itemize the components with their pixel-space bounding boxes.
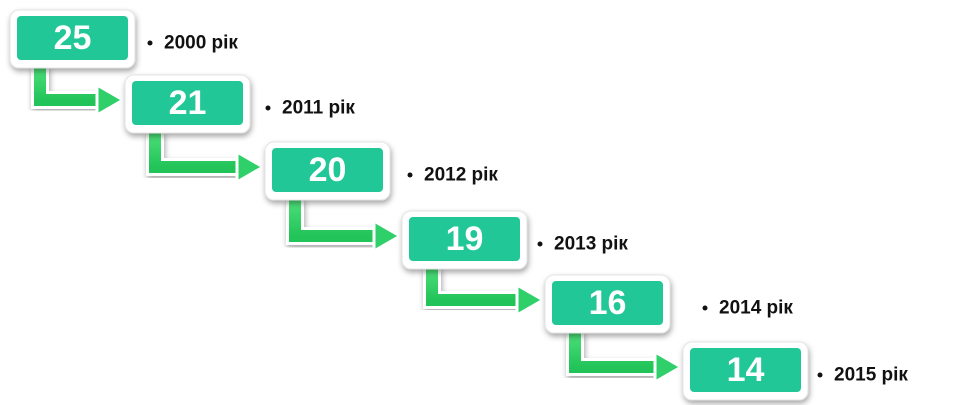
arrow-body <box>149 131 241 173</box>
bullet <box>407 172 413 178</box>
step-label: 2014 рік <box>719 298 793 319</box>
arrow-head <box>653 349 685 385</box>
arrow-body <box>289 198 378 242</box>
step-value: 20 <box>309 151 347 189</box>
box-fill <box>132 81 243 125</box>
arrow-body <box>34 66 101 106</box>
arrow-body <box>426 267 521 306</box>
step-value: 25 <box>54 19 92 57</box>
step: 19 2013 рік <box>401 210 628 270</box>
arrow-head <box>372 218 404 254</box>
bullet <box>817 372 823 378</box>
step-value: 16 <box>589 284 627 322</box>
step-arrow <box>286 198 404 254</box>
step: 25 2000 рік <box>9 9 238 69</box>
step-arrow <box>566 331 685 385</box>
step-label: 2015 рік <box>834 365 908 386</box>
step-arrow <box>146 131 267 185</box>
step-value: 21 <box>169 84 207 122</box>
step: 20 2012 рік <box>264 141 498 201</box>
step-label: 2011 рік <box>282 98 355 119</box>
bullet <box>265 105 271 111</box>
arrow-head <box>235 149 267 185</box>
step: 21 2011 рік <box>124 74 355 134</box>
bullet <box>537 241 543 247</box>
bullet <box>147 40 153 46</box>
step-arrow <box>31 66 127 118</box>
arrow-head <box>515 282 547 318</box>
box-fill <box>17 16 128 60</box>
step-value: 14 <box>727 351 765 389</box>
step-label: 2013 рік <box>554 234 628 255</box>
step-label: 2012 рік <box>424 165 498 186</box>
step-value: 19 <box>446 220 484 258</box>
box-fill <box>552 281 663 325</box>
box-fill <box>690 348 801 392</box>
box-fill <box>409 217 520 261</box>
step: 14 2015 рік <box>682 341 908 401</box>
step-label: 2000 рік <box>164 33 238 54</box>
box-fill <box>272 148 383 192</box>
step-arrow <box>423 267 547 318</box>
arrow-body <box>569 331 659 373</box>
bullet <box>702 305 708 311</box>
step: 16 2014 рік <box>544 274 793 334</box>
arrow-head <box>95 82 127 118</box>
